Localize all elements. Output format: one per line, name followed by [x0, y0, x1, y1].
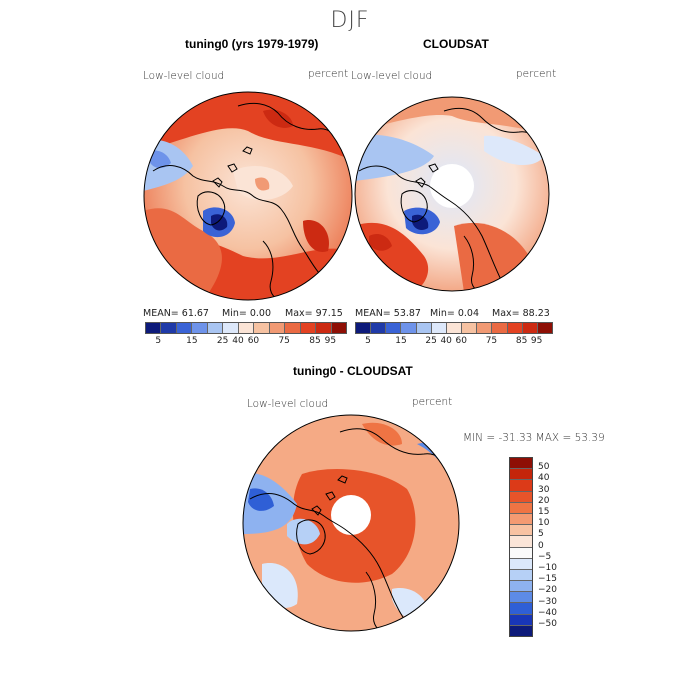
colorbar-swatch	[385, 323, 401, 333]
colorbar-swatch	[510, 479, 532, 491]
panel-left-title: tuning0 (yrs 1979-1979)	[185, 37, 319, 51]
colorbar-swatch	[356, 323, 371, 333]
colorbar-swatch	[370, 323, 386, 333]
colorbar-tick-label: −20	[538, 585, 557, 596]
colorbar-swatch	[400, 323, 416, 333]
colorbar-tick-label: 60	[455, 336, 467, 346]
colorbar-swatch	[491, 323, 507, 333]
colorbar-swatch	[445, 323, 462, 333]
colorbar-tick-label: 25	[425, 336, 437, 346]
colorbar-left	[145, 322, 347, 334]
panel-right-min: Min= 0.04	[430, 308, 479, 319]
colorbar-swatch	[299, 323, 316, 333]
colorbar-tick-label: 15	[538, 507, 550, 517]
panel-left-units: percent	[308, 68, 349, 80]
panel-left-mean: MEAN= 61.67	[143, 308, 209, 319]
colorbar-tick-label: 40	[538, 473, 550, 484]
colorbar-swatch	[510, 501, 532, 513]
colorbar-tick-label: −10	[538, 563, 557, 573]
colorbar-swatch	[268, 323, 285, 333]
colorbar-swatch	[284, 323, 300, 333]
colorbar-swatch	[510, 624, 532, 636]
map-left	[143, 91, 353, 301]
map-right	[354, 96, 550, 292]
colorbar-tick-label: 20	[538, 495, 550, 506]
colorbar-swatch	[536, 323, 553, 333]
panel-left-variable: Low-level cloud	[143, 70, 225, 82]
colorbar-swatch	[510, 535, 532, 547]
colorbar-diff	[509, 457, 533, 637]
colorbar-swatch	[510, 580, 532, 592]
colorbar-tick-label: 85	[309, 336, 321, 346]
colorbar-swatch	[146, 323, 161, 333]
colorbar-swatch	[160, 323, 176, 333]
colorbar-tick-label: 5	[155, 336, 162, 346]
colorbar-tick-label: 40	[232, 336, 244, 346]
colorbar-swatch	[506, 323, 522, 333]
colorbar-swatch	[222, 323, 238, 333]
colorbar-swatch	[510, 468, 532, 480]
colorbar-swatch	[510, 524, 532, 536]
colorbar-swatch	[510, 458, 532, 469]
panel-right-units: percent	[516, 68, 557, 80]
colorbar-swatch	[206, 323, 223, 333]
colorbar-swatch	[510, 512, 532, 525]
panel-left-min: Min= 0.00	[222, 308, 271, 319]
colorbar-tick-label: 40	[440, 336, 452, 346]
colorbar-swatch	[461, 323, 477, 333]
colorbar-swatch	[510, 546, 532, 558]
panel-diff-minmax: MIN = -31.33 MAX = 53.39	[463, 432, 605, 444]
colorbar-tick-label: 30	[538, 484, 550, 495]
colorbar-tick-label: −30	[538, 596, 557, 607]
colorbar-swatch	[510, 568, 532, 581]
colorbar-tick-label: 75	[485, 336, 498, 346]
map-diff	[242, 414, 460, 632]
colorbar-tick-label: −5	[538, 551, 552, 562]
colorbar-swatch	[415, 323, 431, 333]
colorbar-swatch	[315, 323, 331, 333]
colorbar-tick-label: 10	[538, 518, 550, 529]
colorbar-left-ticks: 5 15 25 40 60 75 85 95	[145, 336, 345, 348]
colorbar-tick-label: −50	[538, 619, 557, 629]
colorbar-tick-label: 60	[247, 336, 260, 346]
colorbar-tick-label: 50	[538, 462, 550, 473]
colorbar-swatch	[510, 613, 532, 625]
colorbar-tick-label: 25	[216, 336, 229, 346]
panel-diff-units: percent	[412, 396, 453, 408]
colorbar-tick-label: 5	[538, 529, 544, 540]
panel-right-title: CLOUDSAT	[423, 37, 489, 51]
colorbar-tick-label: 0	[538, 540, 544, 551]
colorbar-tick-label: −15	[538, 574, 557, 585]
colorbar-tick-label: 75	[278, 336, 290, 346]
colorbar-swatch	[476, 323, 492, 333]
panel-right-mean: MEAN= 53.87	[355, 308, 421, 319]
figure-title: DJF	[330, 8, 370, 33]
colorbar-tick-label: 15	[395, 336, 407, 346]
panel-left-max: Max= 97.15	[285, 308, 343, 319]
colorbar-swatch	[191, 323, 207, 333]
colorbar-right-ticks: 5 15 25 40 60 75 85 95	[355, 336, 551, 348]
panel-right-max: Max= 88.23	[492, 308, 550, 319]
colorbar-swatch	[510, 490, 532, 502]
panel-diff-variable: Low-level cloud	[247, 398, 329, 410]
colorbar-tick-label: 5	[365, 336, 371, 346]
colorbar-swatch	[237, 323, 254, 333]
colorbar-swatch	[253, 323, 269, 333]
colorbar-right	[355, 322, 553, 334]
colorbar-tick-label: 15	[186, 336, 198, 346]
colorbar-swatch	[175, 323, 192, 333]
colorbar-tick-label: 95	[530, 336, 543, 346]
colorbar-tick-label: 95	[324, 336, 337, 346]
colorbar-swatch	[521, 323, 537, 333]
colorbar-tick-label: 85	[515, 336, 528, 346]
colorbar-tick-label: −40	[538, 607, 557, 618]
colorbar-swatch	[510, 602, 532, 614]
colorbar-swatch	[510, 557, 532, 569]
panel-diff-title: tuning0 - CLOUDSAT	[293, 364, 413, 378]
colorbar-swatch	[430, 323, 446, 333]
colorbar-swatch	[330, 323, 347, 333]
panel-right-variable: Low-level cloud	[351, 70, 433, 82]
colorbar-swatch	[510, 591, 532, 603]
